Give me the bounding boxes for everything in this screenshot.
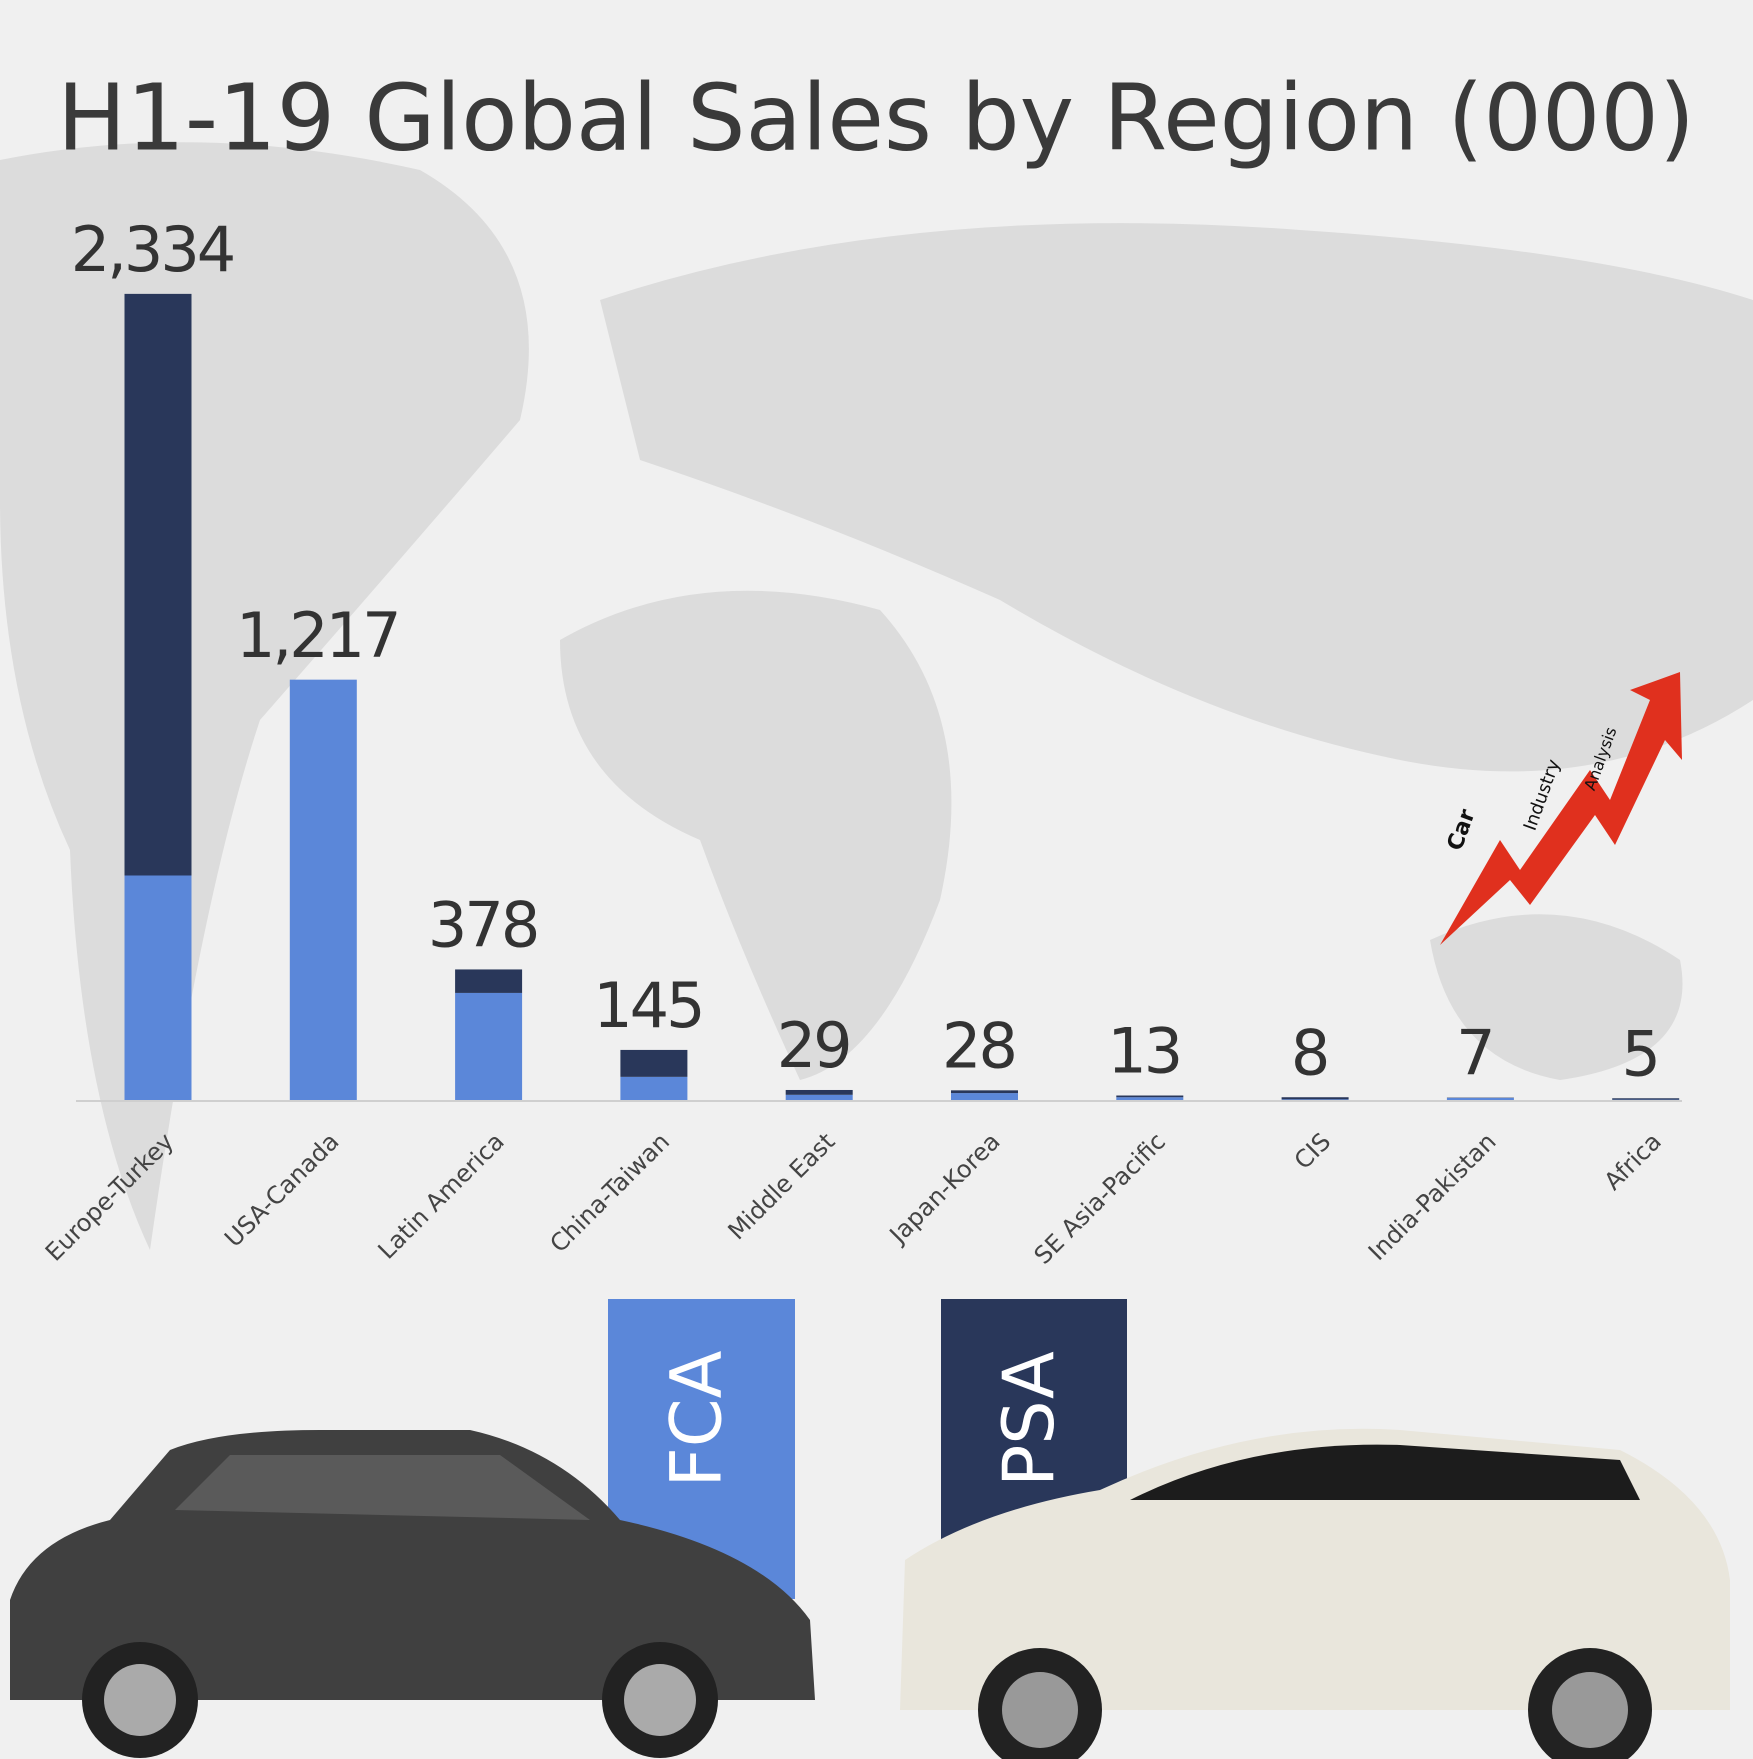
logo: Car Industry Analysis	[1440, 672, 1682, 945]
fca-car	[10, 1430, 815, 1758]
legend-label: FCA	[656, 1350, 738, 1487]
value-label: 13	[1107, 1015, 1180, 1088]
bar-segment	[620, 1076, 688, 1100]
bar-segment	[785, 1094, 853, 1100]
value-label: 145	[593, 969, 702, 1042]
bar-segment	[1281, 1099, 1349, 1100]
value-label: 29	[777, 1009, 850, 1082]
bar-segment	[951, 1090, 1018, 1094]
psa-car	[900, 1428, 1730, 1759]
bar-segment	[785, 1089, 853, 1095]
value-label: 1,217	[236, 599, 399, 672]
value-label: 7	[1456, 1017, 1492, 1090]
bar-segment	[289, 679, 357, 1100]
bar-segment	[1116, 1097, 1184, 1100]
bar-segment	[951, 1093, 1018, 1100]
bar-segment	[1116, 1095, 1184, 1098]
bar-segment	[124, 875, 192, 1100]
bar-segment	[620, 1049, 688, 1077]
value-label: 8	[1291, 1016, 1327, 1089]
value-label: 2,334	[71, 213, 234, 286]
chart-title: H1-19 Global Sales by Region (000)	[57, 64, 1695, 171]
bar-segment	[124, 293, 192, 876]
bar-segment	[1281, 1097, 1349, 1100]
bar-segment	[1612, 1098, 1680, 1100]
bar-segment	[1446, 1097, 1514, 1100]
bar-segment	[455, 969, 523, 993]
bar-segment	[455, 992, 523, 1100]
value-label: 28	[942, 1009, 1015, 1082]
legend-label: PSA	[988, 1351, 1070, 1487]
value-label: 378	[428, 889, 537, 962]
value-label: 5	[1621, 1017, 1657, 1090]
